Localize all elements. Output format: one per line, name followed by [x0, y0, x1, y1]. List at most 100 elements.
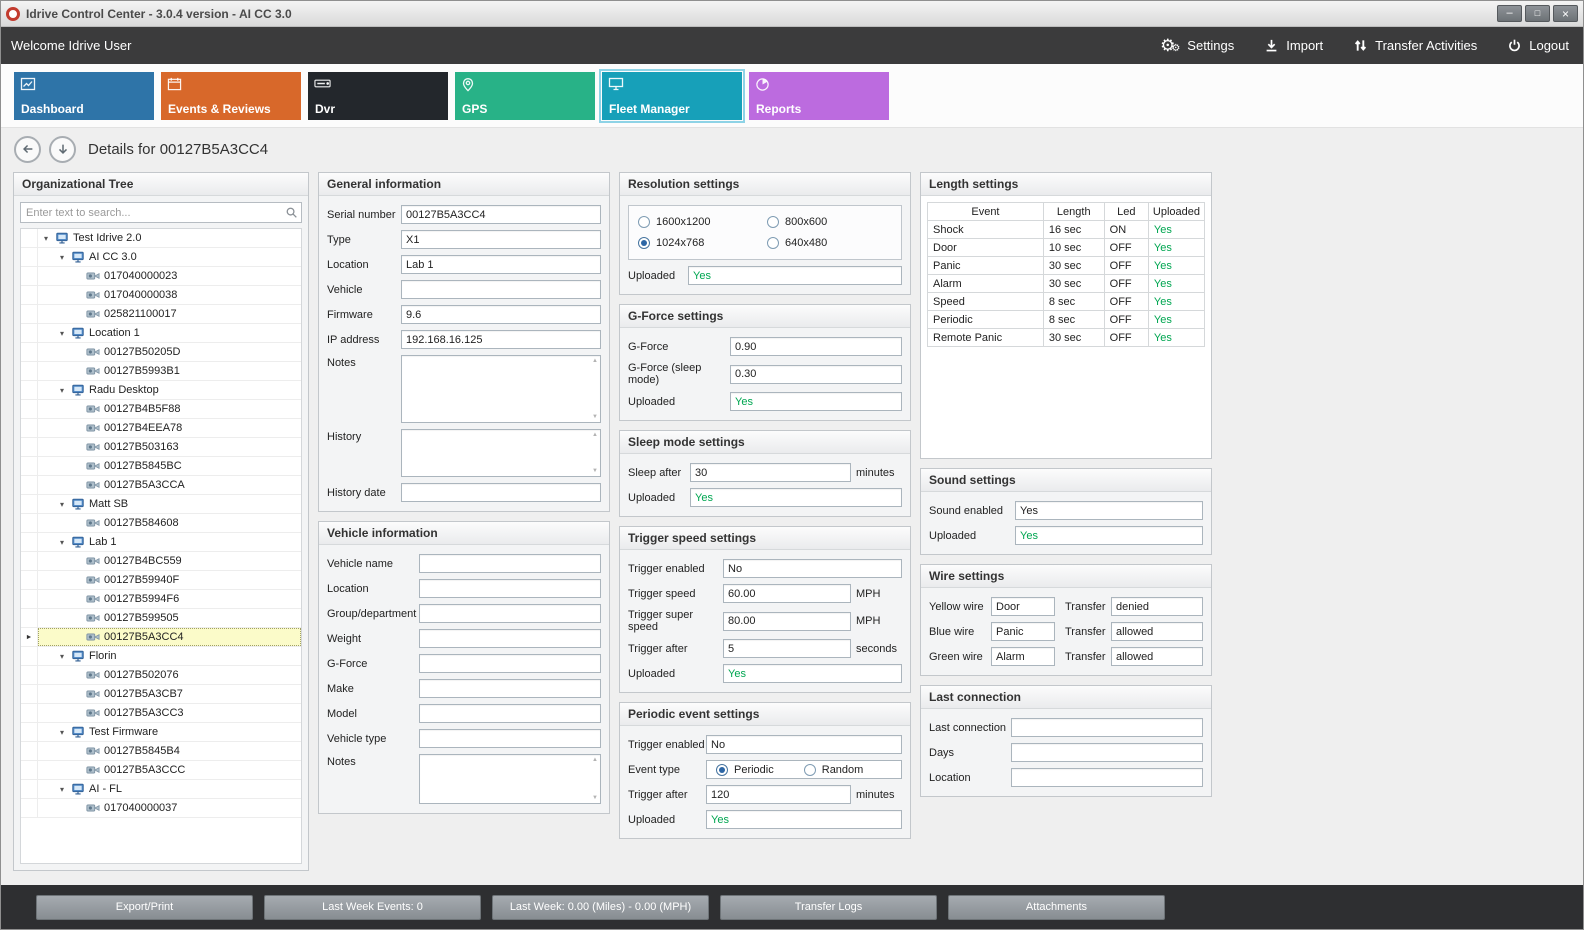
- button-export-print[interactable]: Export/Print: [36, 894, 253, 920]
- column-header-led[interactable]: Led: [1103, 202, 1149, 221]
- column-header-length[interactable]: Length: [1042, 202, 1105, 221]
- tree-node-00127b5845bc[interactable]: 00127B5845BC: [21, 457, 301, 476]
- expander-icon[interactable]: ▾: [59, 385, 64, 395]
- input-trigger-enabled[interactable]: [706, 735, 902, 754]
- tree-node-00127b4bc559[interactable]: 00127B4BC559: [21, 552, 301, 571]
- input-trigger-speed[interactable]: [723, 584, 851, 603]
- tree-node-florin[interactable]: ▾ Florin: [21, 647, 301, 666]
- input-yellow-wire-transfer[interactable]: [1111, 597, 1203, 616]
- expander-icon[interactable]: ▾: [59, 784, 64, 794]
- input-uploaded[interactable]: [706, 810, 902, 829]
- tree-node-00127b50205d[interactable]: 00127B50205D: [21, 343, 301, 362]
- expander-icon[interactable]: ▾: [59, 499, 64, 509]
- tree-node-00127b5a3ccc[interactable]: 00127B5A3CCC: [21, 761, 301, 780]
- scroll-up-icon[interactable]: ▲: [592, 358, 598, 364]
- input-trigger-super-speed[interactable]: [723, 611, 851, 631]
- tab-reports[interactable]: Reports: [749, 71, 889, 120]
- tree-node-00127b5a3cca[interactable]: 00127B5A3CCA: [21, 476, 301, 495]
- input-weight[interactable]: [419, 629, 601, 648]
- column-header-event[interactable]: Event: [927, 202, 1044, 221]
- column-header-uploaded[interactable]: Uploaded: [1147, 202, 1206, 221]
- input-vehicle-type[interactable]: [419, 729, 601, 748]
- tree-node-00127b599505[interactable]: 00127B599505: [21, 609, 301, 628]
- button-attachments[interactable]: Attachments: [948, 894, 1165, 920]
- tree-node-017040000038[interactable]: 017040000038: [21, 286, 301, 305]
- input-green-wire-transfer[interactable]: [1111, 647, 1203, 666]
- radio-1600x1200[interactable]: 1600x1200: [638, 216, 763, 228]
- scroll-down-icon[interactable]: ▼: [592, 414, 598, 420]
- tree-node-00127b502076[interactable]: 00127B502076: [21, 666, 301, 685]
- input-vehicle-name[interactable]: [419, 554, 601, 573]
- input-sleep-after[interactable]: [690, 463, 851, 482]
- radio-random[interactable]: Random: [803, 763, 863, 776]
- tree-node-00127b5994f6[interactable]: 00127B5994F6: [21, 590, 301, 609]
- tree-node-00127b59940f[interactable]: 00127B59940F: [21, 571, 301, 590]
- tab-fleet-manager[interactable]: Fleet Manager: [599, 68, 745, 123]
- tab-events-reviews[interactable]: Events & Reviews: [161, 71, 301, 120]
- import-button[interactable]: Import: [1264, 38, 1323, 53]
- input-location[interactable]: [401, 255, 601, 274]
- tree-node-00127b584608[interactable]: 00127B584608: [21, 514, 301, 533]
- input-type[interactable]: [401, 230, 601, 249]
- input-trigger-after[interactable]: [706, 785, 851, 804]
- input-green-wire[interactable]: [991, 647, 1055, 666]
- scroll-down-icon[interactable]: ▼: [592, 795, 598, 801]
- logout-button[interactable]: Logout: [1507, 38, 1569, 53]
- input-sound-enabled[interactable]: [1015, 501, 1203, 520]
- input-location[interactable]: [1011, 768, 1203, 787]
- tree-search-input[interactable]: [20, 202, 302, 223]
- tree-node-00127b5845b4[interactable]: 00127B5845B4: [21, 742, 301, 761]
- input-g-force[interactable]: [419, 654, 601, 673]
- input-firmware[interactable]: [401, 305, 601, 324]
- tree-node-ai-cc-3-0[interactable]: ▾ AI CC 3.0: [21, 248, 301, 267]
- scroll-up-icon[interactable]: ▲: [592, 757, 598, 763]
- close-button[interactable]: ×: [1553, 5, 1578, 22]
- radio-800x600[interactable]: 800x600: [767, 216, 892, 228]
- button-transfer-logs[interactable]: Transfer Logs: [720, 894, 937, 920]
- input-g-force-sleep-mode[interactable]: [730, 364, 902, 384]
- input-notes[interactable]: [419, 754, 601, 804]
- input-history-date[interactable]: [401, 483, 601, 502]
- maximize-button[interactable]: □: [1525, 5, 1550, 22]
- tree-node-test-idrive-2-0[interactable]: ▾ Test Idrive 2.0: [21, 229, 301, 248]
- tree-node-00127b4eea78[interactable]: 00127B4EEA78: [21, 419, 301, 438]
- input-trigger-enabled[interactable]: [723, 559, 902, 578]
- input-serial-number[interactable]: [401, 205, 601, 224]
- tree-node-test-firmware[interactable]: ▾ Test Firmware: [21, 723, 301, 742]
- expander-icon[interactable]: ▾: [59, 727, 64, 737]
- button-last-week-events-0[interactable]: Last Week Events: 0: [264, 894, 481, 920]
- input-g-force[interactable]: [730, 337, 902, 356]
- scroll-down-button[interactable]: [49, 135, 76, 163]
- input-last-connection[interactable]: [1011, 718, 1203, 737]
- transfer-activities-button[interactable]: Transfer Activities: [1353, 38, 1477, 53]
- expander-icon[interactable]: ▾: [59, 328, 64, 338]
- minimize-button[interactable]: –: [1497, 5, 1522, 22]
- tree-node-00127b5a3cc3[interactable]: 00127B5A3CC3: [21, 704, 301, 723]
- input-blue-wire-transfer[interactable]: [1111, 622, 1203, 641]
- tree-node-00127b5993b1[interactable]: 00127B5993B1: [21, 362, 301, 381]
- input-trigger-after[interactable]: [723, 639, 851, 658]
- expander-icon[interactable]: ▾: [59, 252, 64, 262]
- input-location[interactable]: [419, 579, 601, 598]
- input-uploaded[interactable]: [730, 392, 902, 411]
- input-days[interactable]: [1011, 743, 1203, 762]
- input-notes[interactable]: [401, 355, 601, 423]
- tree-node-00127b503163[interactable]: 00127B503163: [21, 438, 301, 457]
- input-ip-address[interactable]: [401, 330, 601, 349]
- scroll-up-icon[interactable]: ▲: [592, 432, 598, 438]
- tree-node-025821100017[interactable]: 025821100017: [21, 305, 301, 324]
- expander-icon[interactable]: ▾: [59, 651, 64, 661]
- tree-node-ai-fl[interactable]: ▾ AI - FL: [21, 780, 301, 799]
- tree-node-location-1[interactable]: ▾ Location 1: [21, 324, 301, 343]
- tree-node-017040000037[interactable]: 017040000037: [21, 799, 301, 818]
- tree-node-00127b5a3cb7[interactable]: 00127B5A3CB7: [21, 685, 301, 704]
- expander-icon[interactable]: ▾: [59, 537, 64, 547]
- settings-button[interactable]: ⚙ ⚙ Settings: [1160, 37, 1234, 54]
- input-group-department[interactable]: [419, 604, 601, 623]
- input-model[interactable]: [419, 704, 601, 723]
- tree-node-lab-1[interactable]: ▾ Lab 1: [21, 533, 301, 552]
- tab-dvr[interactable]: Dvr: [308, 71, 448, 120]
- input-uploaded[interactable]: [1015, 526, 1203, 545]
- tree-node-00127b4b5f88[interactable]: 00127B4B5F88: [21, 400, 301, 419]
- button-last-week-0-00-miles-0-00-mph[interactable]: Last Week: 0.00 (Miles) - 0.00 (MPH): [492, 894, 709, 920]
